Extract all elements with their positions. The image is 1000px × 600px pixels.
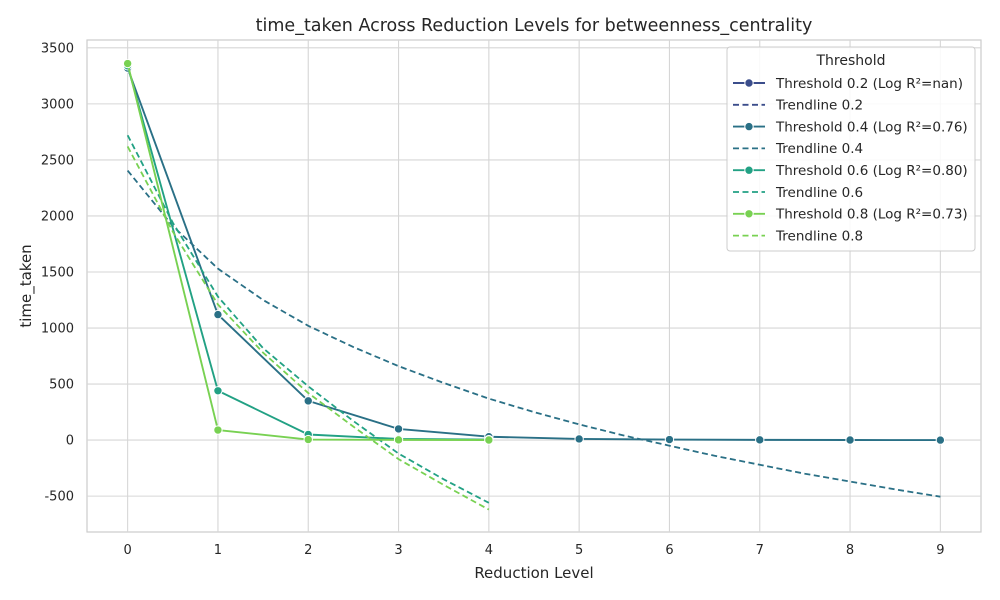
- data-point: [664, 434, 675, 445]
- legend-marker: [744, 165, 754, 175]
- legend-title: Threshold: [816, 53, 886, 69]
- y-tick-label: 1500: [41, 265, 74, 280]
- data-point: [393, 424, 404, 434]
- x-tick-label: 1: [214, 543, 222, 558]
- data-point: [484, 435, 494, 445]
- y-axis-label: time_taken: [17, 244, 36, 327]
- x-tick-label: 4: [485, 543, 493, 558]
- legend-marker: [744, 209, 754, 219]
- data-point: [574, 434, 584, 444]
- trendline-series: [126, 134, 490, 504]
- legend-box: [726, 46, 976, 252]
- legend-entry-label: Threshold 0.4 (Log R²=0.76): [775, 119, 968, 135]
- y-tick-label: 1000: [41, 322, 74, 337]
- data-point: [213, 309, 223, 320]
- data-series-line: [126, 67, 941, 442]
- trendline-series: [126, 169, 941, 498]
- legend-entry-label: Threshold 0.6 (Log R²=0.80): [775, 163, 968, 179]
- y-tick-label: 3000: [41, 97, 74, 112]
- legend-items: Threshold 0.2 (Log R²=nan) Trendline 0.2 T…: [733, 76, 968, 244]
- data-point: [303, 396, 313, 406]
- data-point: [303, 434, 313, 445]
- x-tick-label: 8: [846, 543, 854, 558]
- legend: Threshold Threshold 0.2 (Log R²=nan) Tren…: [726, 46, 976, 252]
- y-tick-label: 2000: [41, 209, 74, 224]
- legend-entry-label: Trendline 0.8: [775, 228, 863, 244]
- data-point: [845, 435, 855, 445]
- x-tick-label: 5: [575, 543, 583, 558]
- legend-entry-label: Threshold 0.8 (Log R²=0.73): [775, 207, 968, 223]
- legend-entry-label: Trendline 0.6: [775, 185, 863, 201]
- legend-marker: [744, 78, 754, 88]
- x-tick-label: 6: [665, 543, 673, 558]
- data-point: [122, 58, 133, 69]
- x-tick-label: 2: [304, 543, 312, 558]
- data-point: [755, 435, 765, 445]
- data-point: [213, 425, 223, 435]
- y-tick-label: 500: [49, 378, 74, 393]
- legend-marker: [744, 121, 754, 132]
- data-point: [213, 386, 223, 396]
- chart-title: time_taken Across Reduction Levels for b…: [256, 16, 813, 36]
- y-tick-label: 3500: [41, 41, 74, 56]
- data-point: [935, 435, 946, 445]
- legend-entry-label: Threshold 0.2 (Log R²=nan): [775, 76, 963, 92]
- series-layer: [122, 58, 946, 511]
- x-tick-label: 7: [756, 543, 764, 558]
- x-tick-label: 9: [936, 543, 944, 558]
- data-point: [393, 435, 404, 445]
- legend-entry-label: Trendline 0.2: [775, 98, 863, 114]
- tick-labels: 0 1 2 3 4 5 6 7 8 9 -500 0 500 1000 1500 2000 2500 3000 35…: [41, 41, 945, 558]
- y-tick-label: 2500: [41, 153, 74, 168]
- x-tick-label: 3: [394, 543, 402, 558]
- trendline-series: [126, 146, 490, 511]
- x-tick-label: 0: [123, 543, 131, 558]
- y-tick-label: 0: [66, 434, 74, 449]
- x-axis-label: Reduction Level: [474, 564, 593, 582]
- y-tick-label: -500: [44, 490, 74, 505]
- legend-entry-label: Trendline 0.4: [775, 141, 863, 157]
